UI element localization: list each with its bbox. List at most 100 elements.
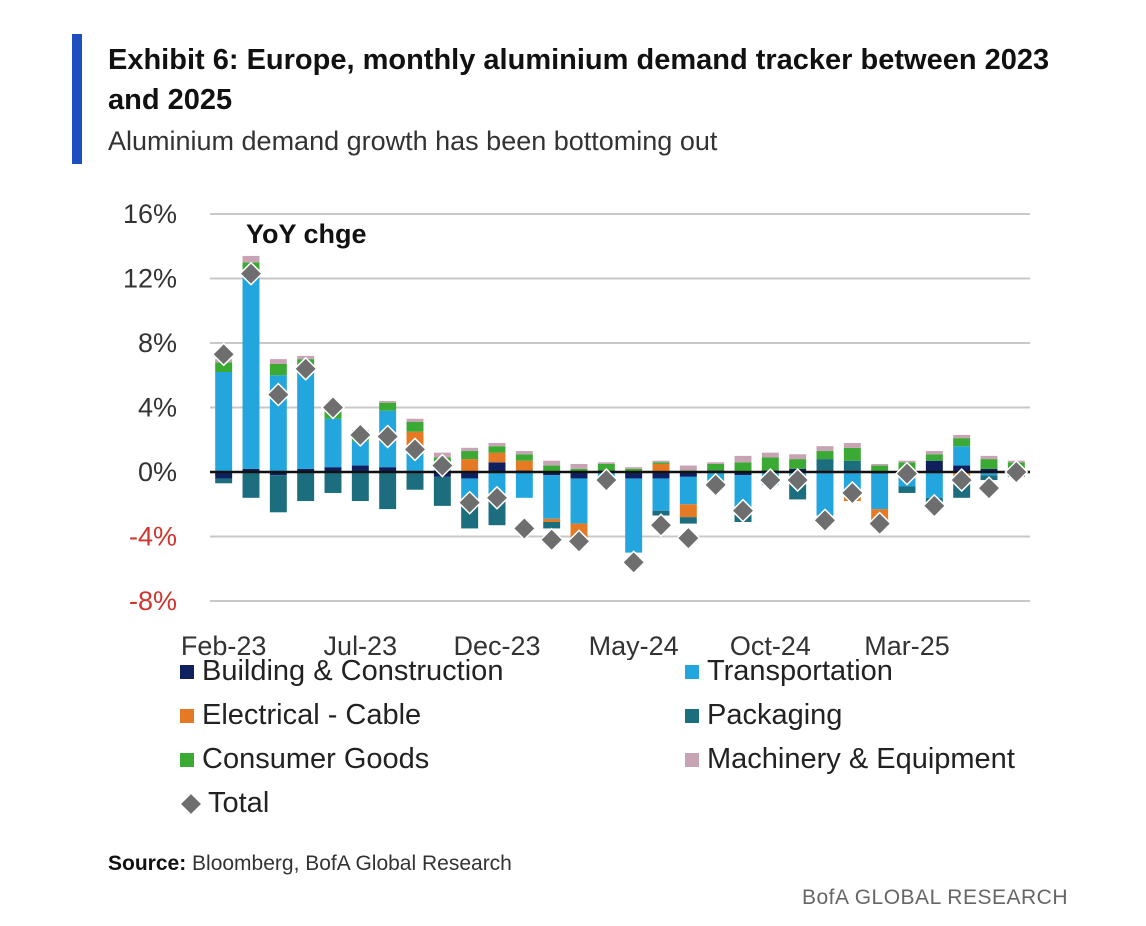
bar-segment: [515, 454, 533, 461]
bar-segment: [953, 446, 971, 466]
total-marker: [648, 513, 674, 538]
legend-item-machinery: Machinery & Equipment: [685, 743, 1015, 776]
legend-label: Total: [208, 787, 270, 819]
bar-segment: [925, 472, 943, 498]
bar-segment: [406, 422, 424, 432]
bar-segment: [925, 451, 943, 455]
bar-segment: [652, 510, 670, 516]
bar-segment: [515, 451, 533, 455]
bar-segment: [269, 359, 287, 364]
bar-segment: [324, 472, 342, 493]
legend-item-transportation: Transportation: [685, 655, 893, 688]
axes: 16% 12% 8% 4% 0% -4% -8%Feb-23 Jul-23 Dec-23 May-…: [123, 199, 1030, 660]
bar-segment: [543, 518, 561, 522]
bar-segment: [761, 457, 779, 471]
bar-segment: [652, 463, 670, 472]
bar-segment: [515, 472, 533, 498]
bar-segment: [543, 465, 561, 472]
bar-segment: [652, 460, 670, 463]
bar-segment: [461, 472, 479, 479]
bar-segment: [297, 368, 315, 469]
bar-segment: [379, 402, 397, 411]
total-marker: [812, 508, 838, 533]
total-marker: [402, 437, 428, 462]
legend-item-total: Total: [180, 787, 269, 820]
bar-segment: [980, 468, 998, 472]
bar-segment: [543, 460, 561, 466]
diamond-icon: [181, 793, 201, 814]
bar-segment: [707, 463, 725, 471]
bar-segment: [707, 462, 725, 464]
bar-segment: [843, 447, 861, 461]
bar-segment: [734, 472, 752, 476]
brand-watermark: BofA GLOBAL RESEARCH: [802, 886, 1068, 909]
legend-item-consumer: Consumer Goods: [180, 743, 429, 776]
bar-segment: [379, 472, 397, 510]
bar-segment: [269, 363, 287, 376]
total-marker: [867, 511, 892, 536]
total-marker: [375, 424, 400, 449]
total-marker: [348, 422, 373, 447]
bar-segment: [652, 478, 670, 511]
legend-label: Consumer Goods: [202, 743, 430, 775]
x-tick-label: Dec-23: [453, 631, 540, 660]
bar-segment: [242, 472, 260, 498]
x-tick-label: Oct-24: [730, 631, 811, 660]
y-tick-label: 8%: [138, 328, 177, 358]
total-markers: [211, 261, 1029, 575]
bar-segment: [543, 521, 561, 529]
bar-segment: [925, 454, 943, 461]
bar-segment: [871, 463, 889, 466]
legend-item-building: Building & Construction: [180, 655, 503, 688]
total-marker: [594, 468, 619, 493]
bar-segment: [679, 465, 697, 471]
bar-segment: [816, 451, 834, 460]
total-marker: [894, 461, 920, 486]
bar-segment: [543, 475, 561, 519]
chart-subtitle: Aluminium demand growth has been bottomi…: [108, 126, 718, 156]
bar-segment: [543, 472, 561, 476]
bar-segment: [351, 465, 369, 472]
bar-segment: [215, 472, 233, 479]
bar-segment: [488, 446, 506, 453]
bar-segment: [570, 472, 588, 479]
accent-bar: [72, 34, 82, 164]
chart-title: Exhibit 6: Europe, monthly aluminium dem…: [108, 44, 1050, 117]
total-marker: [293, 356, 318, 381]
bar-segment: [898, 460, 916, 463]
legend-swatch: [685, 664, 699, 679]
gridlines: [210, 213, 1030, 602]
total-marker: [484, 485, 510, 510]
bar-segment: [242, 468, 260, 472]
bar-segment: [461, 451, 479, 460]
legend-item-packaging: Packaging: [685, 699, 842, 732]
bar-segment: [980, 472, 998, 476]
legend-label: Building & Construction: [202, 655, 504, 687]
legend-label: Transportation: [707, 655, 893, 687]
source-text: Bloomberg, BofA Global Research: [186, 852, 512, 875]
bar-segment: [679, 517, 697, 524]
legend-item-electrical: Electrical - Cable: [180, 699, 421, 732]
bar-segment: [379, 401, 397, 403]
bar-segment: [269, 475, 287, 513]
bar-segment: [679, 476, 697, 505]
bar-segment: [215, 478, 233, 484]
bar-segment: [625, 478, 643, 553]
bar-segment: [242, 255, 260, 263]
bar-segment: [953, 438, 971, 447]
bar-segment: [570, 463, 588, 469]
legend-label: Electrical - Cable: [202, 699, 422, 731]
bar-segment: [242, 275, 260, 469]
bar-segment: [324, 418, 342, 468]
legend-swatch: [180, 708, 194, 723]
bar-segment: [597, 462, 615, 464]
x-tick-label: May-24: [589, 631, 679, 660]
bar-segment: [816, 446, 834, 452]
bar-segment: [488, 462, 506, 472]
total-marker: [949, 468, 974, 493]
total-marker: [703, 472, 728, 497]
total-marker: [785, 468, 810, 493]
bar-segment: [461, 459, 479, 472]
bar-segment: [406, 418, 424, 423]
yoy-annotation: YoY chge: [246, 219, 367, 249]
